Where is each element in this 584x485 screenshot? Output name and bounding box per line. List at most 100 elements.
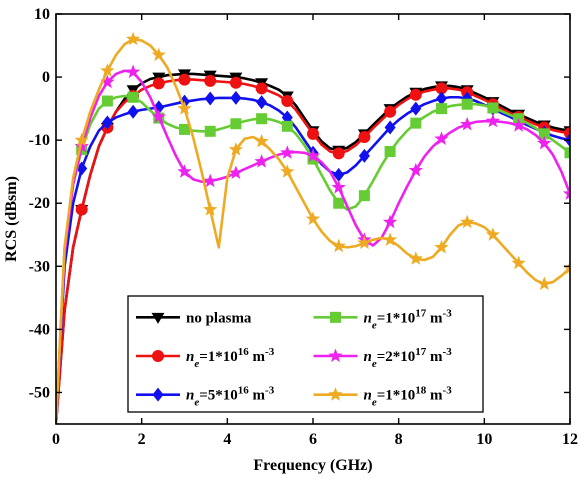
- data-point: [461, 98, 473, 110]
- x-axis-title: Frequency (GHz): [253, 457, 372, 474]
- data-point: [384, 105, 397, 118]
- data-point: [177, 164, 192, 178]
- legend: no plasma ne=1*1016 m-3 ne=5*1016 m-3 ne=1*…: [127, 295, 484, 413]
- data-point: [384, 146, 396, 158]
- legend-label-1: ne=1*1016 m-3: [186, 346, 275, 370]
- y-tick-label: 10: [34, 6, 50, 23]
- legend-swatch-marker: [328, 348, 343, 363]
- x-tick-label: 10: [476, 431, 492, 448]
- data-point: [408, 162, 423, 177]
- data-point: [410, 117, 422, 129]
- data-point: [564, 147, 570, 159]
- legend-item-2: ne=5*1016 m-3: [136, 385, 275, 409]
- data-point: [358, 190, 370, 202]
- data-point: [179, 123, 190, 135]
- legend-item-5: ne=1*1018 m-3: [313, 385, 453, 409]
- legend-label-2: ne=5*1016 m-3: [186, 385, 275, 409]
- legend-swatch-marker: [151, 312, 165, 324]
- legend-item-0: no plasma: [136, 310, 252, 326]
- legend-label-3: ne=1*1017 m-3: [364, 307, 453, 331]
- data-point: [485, 113, 501, 128]
- legend-label-0: no plasma: [186, 310, 252, 326]
- data-point: [100, 63, 115, 77]
- data-point: [408, 251, 423, 265]
- y-tick-label: -50: [29, 384, 50, 401]
- data-point: [228, 165, 244, 180]
- legend-swatch-marker: [152, 350, 164, 362]
- data-point: [537, 135, 552, 150]
- data-point: [332, 147, 345, 160]
- data-point: [254, 154, 269, 168]
- data-point: [460, 116, 475, 131]
- x-tick-label: 4: [223, 431, 231, 448]
- y-tick-label: -20: [29, 195, 50, 212]
- x-tick-label: 0: [52, 431, 60, 448]
- data-point: [204, 125, 216, 137]
- data-point: [204, 74, 217, 87]
- data-point: [382, 214, 398, 229]
- legend-label-5: ne=1*1018 m-3: [364, 385, 453, 409]
- data-point: [203, 202, 218, 216]
- data-point: [203, 173, 218, 188]
- series-4: [56, 64, 570, 424]
- legend-swatch-marker: [328, 387, 343, 401]
- data-point: [127, 91, 139, 103]
- data-point: [436, 91, 447, 106]
- data-point: [409, 88, 422, 101]
- axes-layer: 0 2 4 6 8 10 12 10 0 -10 -20 -30 -40 -50 Frequency (GH…: [3, 6, 578, 474]
- data-point: [101, 95, 113, 107]
- legend-item-4: ne=2*1017 m-3: [313, 346, 453, 370]
- legend-box: [127, 295, 484, 413]
- data-point: [358, 131, 371, 143]
- data-point: [229, 76, 242, 89]
- data-point: [562, 186, 570, 200]
- data-point: [228, 142, 244, 156]
- data-point: [357, 235, 372, 250]
- data-point: [280, 164, 295, 178]
- data-point: [256, 95, 268, 110]
- data-point: [460, 214, 475, 229]
- data-point: [331, 179, 346, 194]
- data-point: [434, 239, 449, 254]
- y-tick-label: -10: [29, 132, 50, 149]
- legend-swatch-marker: [152, 387, 164, 402]
- data-point: [538, 128, 550, 140]
- data-point: [151, 47, 166, 62]
- x-tick-label: 6: [309, 431, 317, 448]
- data-point: [125, 31, 141, 46]
- data-point: [75, 203, 88, 216]
- y-axis-title: RCS (dBsm): [3, 176, 20, 262]
- legend-item-1: ne=1*1016 m-3: [136, 346, 275, 370]
- data-point: [305, 148, 321, 162]
- data-point: [256, 113, 268, 125]
- x-tick-label: 12: [562, 431, 578, 448]
- data-point: [562, 260, 570, 275]
- legend-label-4: ne=2*1017 m-3: [364, 346, 453, 370]
- data-point: [358, 148, 370, 163]
- data-point: [436, 103, 447, 115]
- data-point: [307, 127, 319, 140]
- data-point: [100, 74, 115, 89]
- data-point: [101, 115, 113, 130]
- data-point: [74, 132, 89, 147]
- data-point: [434, 131, 449, 145]
- data-point: [511, 118, 526, 132]
- data-point: [152, 77, 165, 90]
- data-point: [127, 104, 139, 119]
- data-point: [485, 227, 501, 241]
- data-point: [177, 101, 192, 115]
- series-5: [56, 31, 570, 424]
- data-point: [230, 90, 242, 105]
- y-tick-label: -30: [29, 258, 50, 275]
- data-point: [281, 120, 293, 132]
- data-point: [333, 197, 345, 209]
- data-point: [511, 255, 526, 270]
- data-point: [178, 73, 191, 86]
- data-point: [537, 276, 552, 291]
- data-point: [204, 91, 216, 106]
- plot-layer: [56, 31, 570, 424]
- data-point: [255, 82, 268, 95]
- data-point: [125, 64, 141, 79]
